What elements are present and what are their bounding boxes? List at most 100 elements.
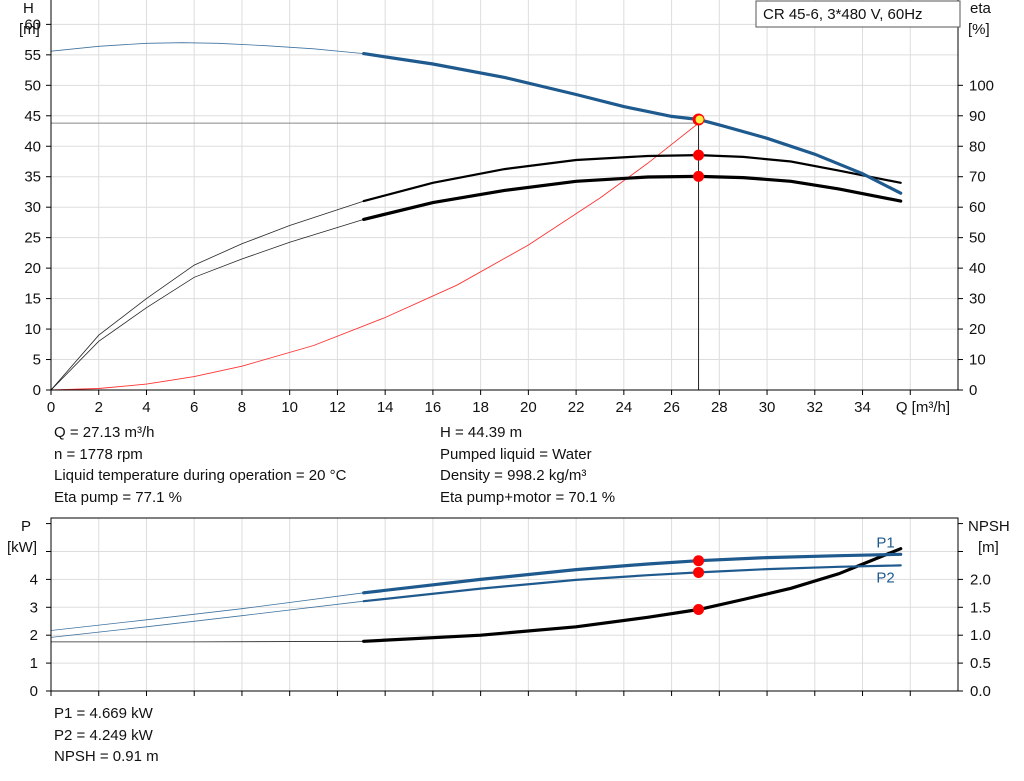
top-title-box: [755, 0, 961, 28]
top-right-tick-label: 50: [969, 230, 986, 247]
bottom-left-tick-label: 3: [30, 599, 38, 616]
bottom-frame: [50, 517, 959, 692]
top-right-tick-label: 0: [969, 382, 977, 399]
top-axes: 0 2 4 6 8 10 12 14 16 18 20 22 24 26 28 30 32 34 Q [m³/h]0…: [19, 0, 994, 416]
top-left-tick-label: 60: [24, 16, 41, 33]
top-right-tick-label: 40: [969, 260, 986, 277]
bottom-right-tick-label: 0.0: [970, 683, 991, 700]
top-series: [50, 42, 903, 391]
p2-series-label: P2: [876, 569, 894, 586]
top-left-tick-label: 15: [24, 291, 41, 308]
op-point-marker: [695, 115, 704, 124]
npsh-curve: [362, 547, 903, 643]
top-left-tick-label: 45: [24, 108, 41, 125]
bottom-left-axis-label: P: [21, 518, 31, 535]
eta-pump-motor-curve-extrapolated: [50, 219, 364, 391]
bottom-right-axis-label: NPSH: [968, 518, 1010, 535]
top-right-tick-label: 80: [969, 138, 986, 155]
top-x-tick-label: 12: [329, 399, 346, 416]
top-right-tick-label: 30: [969, 291, 986, 308]
bottom-left-tick-label: 2: [30, 627, 38, 644]
info-speed: n = 1778 rpm: [54, 445, 143, 463]
top-left-tick-label: 20: [24, 260, 41, 277]
top-right-axis-unit: [%]: [968, 21, 990, 38]
bottom-right-axis-unit: [m]: [978, 539, 999, 556]
top-x-tick-label: 26: [663, 399, 680, 416]
top-x-tick-label: 4: [142, 399, 150, 416]
bottom-right-tick-label: 1.0: [970, 627, 991, 644]
top-x-tick-label: 20: [520, 399, 537, 416]
head-curve: [362, 52, 903, 195]
p1-curve: [362, 552, 903, 595]
eta-pump-motor-marker: [693, 170, 705, 182]
info-npsh: NPSH = 0.91 m: [54, 748, 159, 765]
info-liquid-temperature: Liquid temperature during operation = 20…: [54, 467, 347, 484]
top-right-axis-label: eta: [970, 0, 992, 17]
top-right-tick-label: 70: [969, 169, 986, 186]
head-curve-extrapolated: [50, 42, 364, 54]
p1-marker: [693, 555, 705, 567]
bottom-left-tick-label: 0: [30, 683, 38, 700]
top-right-tick-label: 20: [969, 321, 986, 338]
top-x-tick-label: 16: [425, 399, 442, 416]
info-eta-pump: Eta pump = 77.1 %: [54, 488, 182, 506]
top-x-tick-label: 22: [568, 399, 585, 416]
bottom-left-tick-label: 4: [30, 571, 38, 588]
info-density: Density = 998.2 kg/m³: [440, 467, 587, 484]
top-left-tick-label: 55: [24, 47, 41, 64]
top-left-tick-label: 50: [24, 77, 41, 94]
bottom-axes: 0 1 2 3 4 P [kW] 0.0 0.5 1.0 1.5 2.0 NPSH [m]: [7, 517, 1010, 700]
top-left-tick-label: 25: [24, 230, 41, 247]
top-left-axis-unit: [m]: [19, 21, 40, 38]
p2-curve: [362, 564, 902, 603]
operating-info-left: Q = 27.13 m³/h n = 1778 rpm Liquid tempe…: [54, 422, 346, 508]
top-left-tick-label: 10: [24, 321, 41, 338]
top-grid: [51, 0, 958, 390]
top-left-axis-label: H: [23, 0, 34, 17]
power-npsh-chart: P1 P2 0 1 2 3 4 P [kW] 0.0 0.5 1.0 1.5 2.0 NPSH [m]: [7, 517, 1010, 700]
top-right-tick-label: 60: [969, 199, 986, 216]
power-info: P1 = 4.669 kW P2 = 4.249 kW NPSH = 0.91 …: [54, 703, 159, 768]
head-efficiency-chart: 0 2 4 6 8 10 12 14 16 18 20 22 24 26 28 30 32 34 Q [m³/h]0…: [19, 0, 994, 416]
bottom-left-axis-unit: [kW]: [7, 539, 37, 556]
p2-curve-extrapolated: [50, 600, 364, 638]
eta-pump-marker: [693, 149, 705, 161]
info-head: H = 44.39 m: [440, 424, 523, 441]
top-x-tick-label: 14: [377, 399, 394, 416]
npsh-marker: [693, 604, 705, 616]
bottom-right-tick-label: 2.0: [970, 571, 991, 588]
info-p2: P2 = 4.249 kW: [54, 726, 153, 744]
top-x-axis-label: Q [m³/h]: [896, 399, 950, 416]
eta-pump-curve: [362, 153, 902, 203]
top-x-tick-label: 30: [759, 399, 776, 416]
eta-pump-curve-extrapolated: [50, 200, 364, 391]
info-p1: P1 = 4.669 kW: [54, 705, 153, 722]
top-x-tick-label: 2: [95, 399, 103, 416]
top-left-tick-label: 5: [33, 352, 41, 369]
top-x-tick-label: 0: [47, 399, 55, 416]
npsh-curve-extrapolated: [51, 640, 364, 643]
bottom-left-tick-label: 1: [30, 655, 38, 672]
top-left-tick-label: 35: [24, 169, 41, 186]
top-x-tick-label: 6: [190, 399, 198, 416]
eta-pump-motor-curve: [362, 174, 903, 221]
top-x-tick-label: 18: [472, 399, 489, 416]
system-curve: [50, 122, 699, 391]
bottom-right-tick-label: 0.5: [970, 655, 991, 672]
top-markers: [692, 113, 705, 182]
operating-info-right: H = 44.39 m Pumped liquid = Water Densit…: [440, 422, 615, 508]
top-x-tick-label: 24: [615, 399, 632, 416]
top-left-tick-label: 40: [24, 138, 41, 155]
top-left-tick-label: 0: [33, 382, 41, 399]
top-right-tick-label: 10: [969, 352, 986, 369]
p1-curve-extrapolated: [50, 592, 364, 631]
info-pumped-liquid: Pumped liquid = Water: [440, 445, 592, 463]
top-x-tick-label: 34: [854, 399, 871, 416]
top-legend: CR 45-6, 3*480 V, 60Hz: [755, 0, 961, 28]
top-x-tick-label: 10: [281, 399, 298, 416]
p1-series-label: P1: [876, 534, 894, 551]
p2-marker: [693, 566, 705, 578]
top-x-tick-label: 8: [238, 399, 246, 416]
bottom-right-tick-label: 1.5: [970, 599, 991, 616]
